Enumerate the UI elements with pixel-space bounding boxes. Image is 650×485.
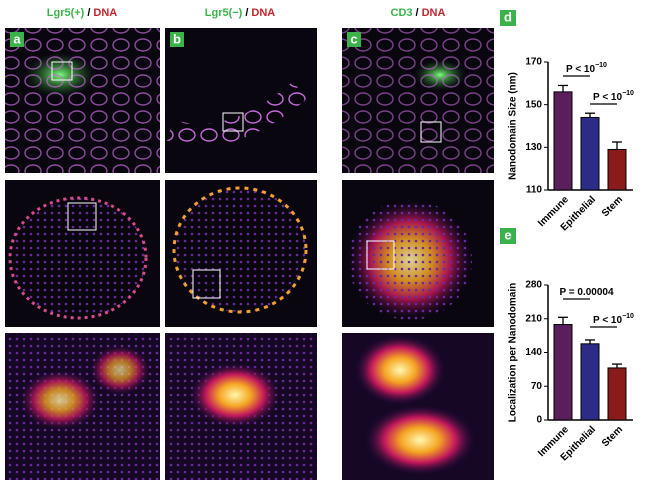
panel-label-box [170,32,184,47]
bar [553,91,573,191]
annotation-base: P < 10 [593,315,622,326]
inset-box [192,269,221,299]
error-bar [558,84,568,92]
bar [607,148,627,191]
y-tick-label: 150 [525,99,542,110]
header-marker: Lgr5(+) [47,7,85,19]
y-tick-label: 110 [526,185,543,196]
panel-label-box [500,228,516,244]
header-stain: DNA [422,7,446,19]
panel-label: d [504,9,512,24]
y-tick-label: 130 [525,142,542,153]
annotation-base: P < 10 [593,92,622,103]
column-header: CD3/DNA [391,7,446,19]
image-grid [5,28,494,480]
y-tick-label: 140 [525,347,542,358]
y-axis-label: Nanodomain Size (nm) [508,72,519,180]
annotation-exponent: −10 [622,313,634,320]
inset-box [366,240,395,270]
error-bar [612,363,622,368]
y-tick-label: 210 [525,313,542,324]
error-bar [558,316,568,325]
y-tick-label: 170 [525,57,542,68]
x-tick-label: Stem [600,194,625,219]
image-blob [355,335,445,405]
bar [580,343,600,421]
column-header: Lgr5(+) / DNA [47,7,118,19]
inset-box [420,121,442,143]
bar [580,116,600,191]
panel-label-box [347,32,361,47]
y-tick-label: 280 [525,280,542,291]
image-texture [174,188,306,312]
annotation: P < 10−10 [566,62,607,75]
error-bar [612,141,622,150]
image-texture [10,198,146,318]
y-axis-label: Localization per Nanodomain [508,283,519,422]
error-bar [585,339,595,344]
annotation: P = 0.00004 [559,287,613,298]
panel-label-box [500,10,516,26]
image-texture [166,81,308,146]
panel-label: c [350,31,357,46]
panel-label: a [13,31,21,46]
panel-label: b [173,31,181,46]
x-tick-label: Stem [600,424,625,449]
header-separator: / [416,7,419,19]
image-blob [90,345,150,395]
image-texture [5,28,160,173]
header-separator: / [87,7,90,19]
column-header: Lgr5(−) / DNA [205,7,276,19]
header-stain: DNA [251,7,275,19]
bar [607,367,627,421]
inset-box [67,202,97,231]
bar [553,324,573,421]
image-blob [365,405,475,475]
header-separator: / [245,7,248,19]
image-texture [342,28,494,173]
annotation-base: P < 10 [566,64,595,75]
annotation-exponent: −10 [595,62,607,69]
annotation: P < 10−10 [593,90,634,103]
header-marker: Lgr5(−) [205,7,243,19]
inset-box [222,112,244,132]
image-texture [348,200,472,320]
header-stain: DNA [93,7,117,19]
header-marker: CD3 [391,7,413,19]
inset-box [51,61,73,81]
annotation-exponent: −10 [622,90,634,97]
y-tick-label: 0 [536,415,542,426]
image-edge [172,186,308,314]
image-blob [190,363,280,427]
error-bar [585,112,595,118]
panel-label-box [10,32,24,47]
annotation: P < 10−10 [593,313,634,326]
y-tick-label: 70 [531,381,543,392]
image-blob [20,370,100,430]
panel-label: e [504,227,511,242]
annotation-base: P = 0.00004 [559,287,613,298]
image-edge [8,196,148,320]
